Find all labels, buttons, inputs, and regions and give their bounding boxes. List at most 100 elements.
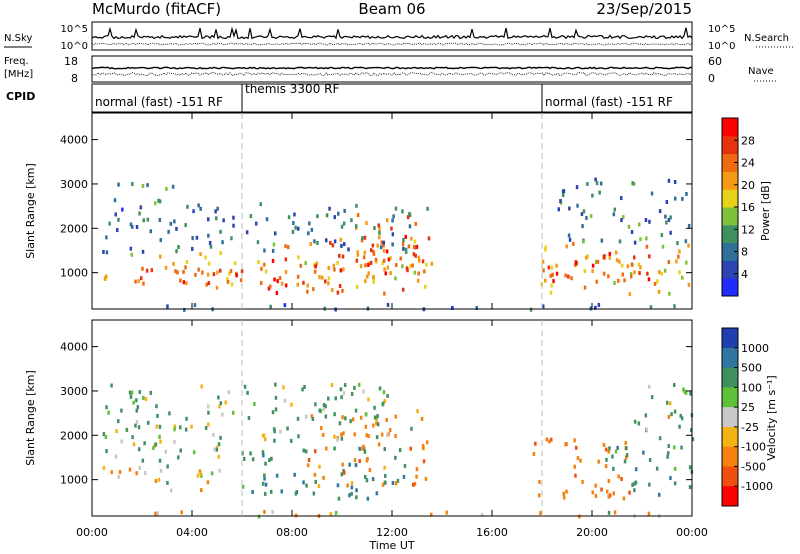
velocity-cell (363, 449, 367, 454)
power-cell (383, 291, 386, 296)
power-cell (663, 268, 667, 273)
power-cell (197, 267, 200, 272)
power-cell (174, 269, 177, 274)
power-cell (615, 258, 619, 263)
power-cell (677, 254, 680, 259)
velocity-cell (336, 483, 340, 488)
power-cell (630, 230, 634, 234)
power-cell (316, 214, 319, 219)
velocity-cell (383, 399, 386, 403)
velocity-cell (581, 479, 584, 484)
velocity-cell (306, 463, 310, 468)
power-cell (229, 269, 233, 274)
velocity-cell (219, 401, 223, 406)
velocity-cell (673, 409, 677, 414)
velocity-cell (381, 482, 385, 487)
velocity-cell (115, 429, 118, 434)
power-colorbar-swatch (722, 260, 738, 279)
power-cell (421, 259, 425, 264)
power-cell (365, 221, 368, 226)
velocity-ylabel: Slant Range [km] (24, 370, 37, 466)
velocity-cell (648, 458, 652, 462)
power-colorbar-swatch (722, 189, 738, 208)
power-cell (613, 207, 616, 212)
velocity-cell (137, 425, 141, 430)
velocity-cell (243, 456, 246, 461)
power-cell (139, 205, 143, 210)
power-cell (667, 178, 671, 183)
velocity-colorbar-tick: 500 (741, 362, 762, 375)
power-y-tick-label: 3000 (60, 178, 88, 191)
power-cell (600, 238, 604, 243)
power-cell (338, 284, 342, 288)
velocity-cell (170, 488, 173, 493)
power-cell (131, 182, 134, 186)
velocity-cell (375, 417, 378, 422)
velocity-cell (350, 491, 353, 496)
power-cell (175, 226, 178, 231)
velocity-cell (215, 447, 218, 452)
velocity-cell (138, 465, 141, 470)
power-cell (367, 262, 370, 267)
velocity-cell (283, 398, 287, 403)
power-cell (382, 243, 385, 248)
velocity-cell (613, 510, 617, 515)
velocity-cell (642, 450, 645, 455)
velocity-cell (394, 481, 398, 486)
power-cell (657, 289, 661, 294)
velocity-y-tick-label: 1000 (60, 474, 88, 487)
velocity-cell (620, 477, 623, 481)
power-cell (637, 262, 641, 267)
velocity-cell (324, 414, 328, 419)
power-cell (382, 258, 386, 263)
velocity-cell (261, 481, 265, 486)
velocity-cell (625, 446, 628, 451)
velocity-cell (365, 478, 369, 483)
power-cell (209, 244, 213, 249)
velocity-cell (321, 432, 325, 437)
velocity-cell (293, 472, 296, 477)
power-cell (308, 221, 311, 226)
power-cell (284, 270, 288, 274)
power-cell (622, 215, 625, 220)
velocity-cell (575, 445, 578, 450)
power-cell (544, 247, 547, 252)
power-cell (658, 209, 662, 214)
power-cell (585, 215, 588, 220)
nave-tick-bottom: 0 (708, 72, 715, 85)
power-cell (283, 303, 287, 308)
nsearch-label: N.Search (744, 33, 789, 44)
power-cell (215, 285, 219, 290)
velocity-cell (384, 480, 387, 485)
x-tick-label: 16:00 (476, 526, 508, 539)
power-cell (208, 240, 212, 245)
power-cell (667, 260, 670, 265)
velocity-cell (325, 446, 328, 451)
power-cell (410, 236, 413, 241)
velocity-cell (217, 442, 221, 447)
power-cell (292, 221, 295, 225)
power-cell (206, 272, 210, 277)
velocity-cell (422, 459, 426, 464)
power-cell (645, 244, 649, 249)
power-cell (401, 242, 405, 246)
power-cell (121, 207, 124, 212)
velocity-cell (364, 424, 368, 429)
x-axis-label: Time UT (368, 539, 414, 552)
velocity-cell (386, 432, 389, 437)
velocity-cell (612, 491, 615, 496)
power-cell (586, 254, 589, 259)
velocity-cell (135, 398, 138, 403)
power-cell (312, 287, 315, 292)
power-cell (304, 261, 307, 266)
power-cell (676, 241, 679, 246)
velocity-cell (375, 491, 379, 496)
power-cell (239, 278, 243, 283)
velocity-cell (177, 455, 180, 460)
power-cell (567, 233, 571, 238)
noise-tick-right-top: 10^5 (708, 24, 735, 35)
velocity-cell (350, 485, 354, 490)
power-colorbar-swatch (722, 153, 738, 172)
velocity-cell (322, 475, 325, 480)
power-y-tick-label: 4000 (60, 134, 88, 147)
